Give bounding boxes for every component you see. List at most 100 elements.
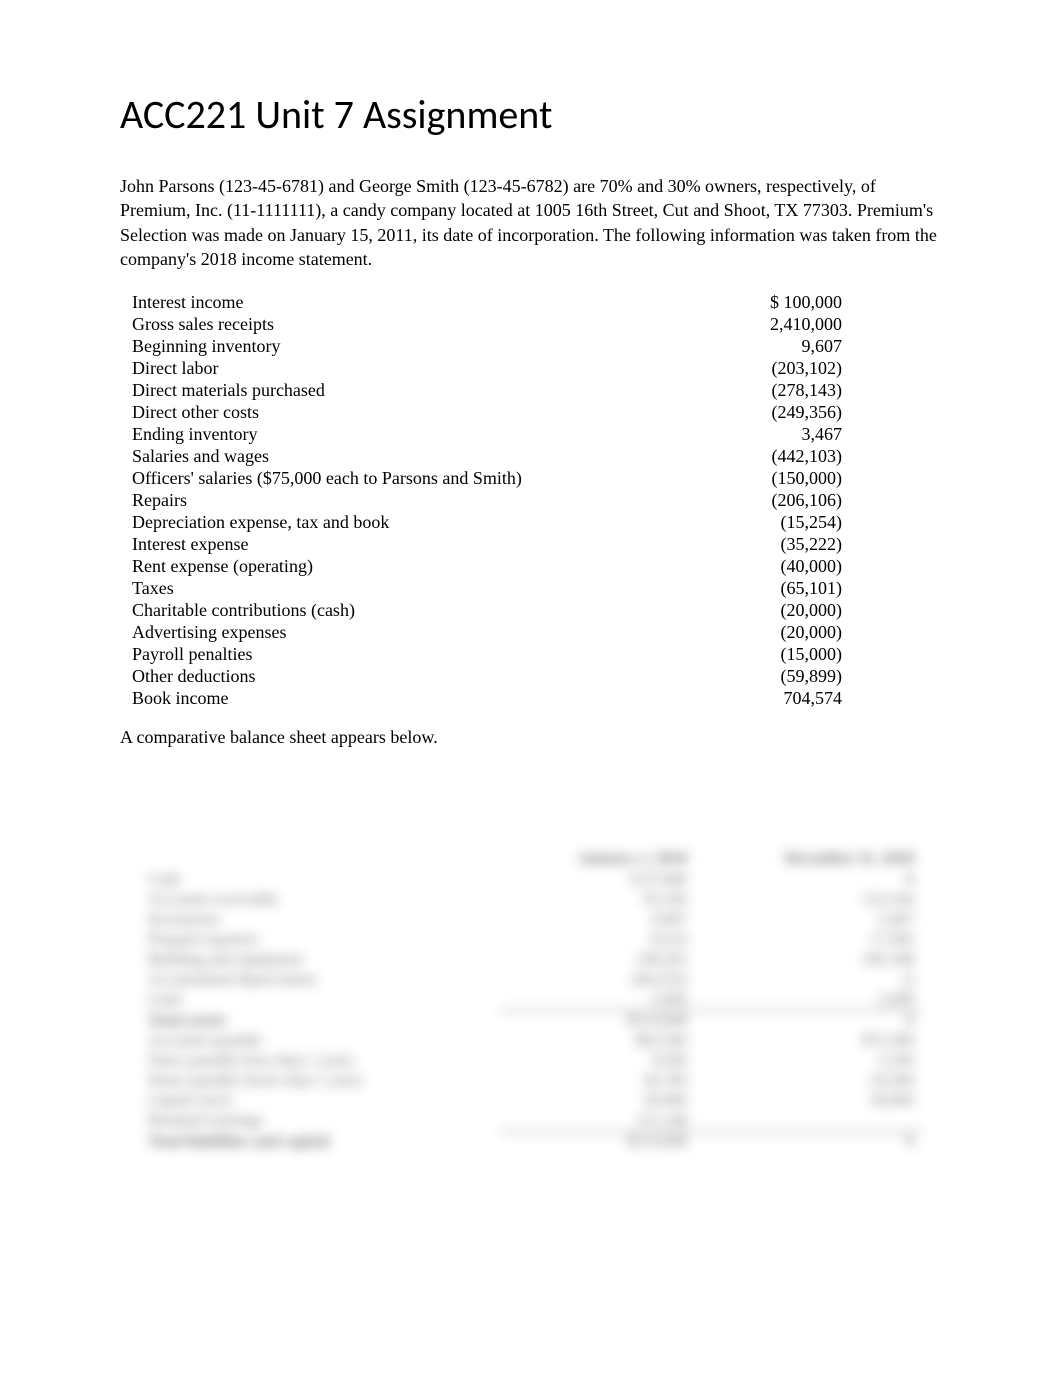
income-row-value: (249,356) [630,401,942,423]
table-row: Capital stock30,00030,000 [140,1091,922,1111]
balance-row-col2: 185,348 [695,950,922,970]
table-row: Direct other costs(249,356) [120,401,942,423]
income-row-value: (442,103) [630,445,942,467]
income-row-label: Other deductions [120,665,630,687]
balance-row-col2: 2,100 [695,1051,922,1071]
balance-row-label: Total liabilities and capital [140,1132,500,1153]
balance-row-col2: $ [695,1132,922,1153]
income-row-value: (15,254) [630,511,942,533]
balance-row-col1: $ 47,840 [500,870,696,890]
table-row: Direct materials purchased(278,143) [120,379,942,401]
income-row-label: Direct other costs [120,401,630,423]
balance-row-label: Cash [140,870,500,890]
table-row: Beginning inventory9,607 [120,335,942,357]
table-row: Gross sales receipts2,410,000 [120,313,942,335]
income-row-value: (150,000) [630,467,942,489]
balance-row-col2: () [695,970,922,990]
balance-row-label: Accounts receivable [140,890,500,910]
income-row-label: Charitable contributions (cash) [120,599,630,621]
balance-row-label: Building and equipment [140,950,500,970]
income-row-value: (65,101) [630,577,942,599]
income-row-label: Taxes [120,577,630,599]
table-row: Salaries and wages(442,103) [120,445,942,467]
balance-sheet-header: December 31, 2018 [695,848,922,870]
table-row: Accumulated depreciation(84,235)() [140,970,922,990]
income-row-label: Repairs [120,489,630,511]
balance-row-col2: $ [695,1011,922,1032]
income-row-label: Direct labor [120,357,630,379]
balance-row-col1: 4,500 [500,1051,696,1071]
balance-row-label: Total assets [140,1011,500,1032]
balance-sheet-container: January 1, 2018December 31, 2018 Cash$ 4… [120,848,942,1152]
table-row: Depreciation expense, tax and book(15,25… [120,511,942,533]
balance-row-label: Capital stock [140,1091,500,1111]
balance-row-col2: 17,582 [695,930,922,950]
table-row: Interest income$ 100,000 [120,291,942,313]
balance-row-col2: 3,467 [695,910,922,930]
table-row: Ending inventory3,467 [120,423,942,445]
balance-row-col2: 123,104 [695,890,922,910]
table-row: Land2,0002,000 [140,990,922,1011]
income-row-value: (20,000) [630,621,942,643]
income-row-value: (15,000) [630,643,942,665]
income-row-value: 3,467 [630,423,942,445]
table-row: Total liabilities and capital$214,848$ [140,1132,922,1153]
table-row: Building and equipment138,203185,348 [140,950,922,970]
income-row-value: 704,574 [630,687,942,709]
balance-row-col2 [695,1111,922,1132]
income-row-label: Advertising expenses [120,621,630,643]
balance-row-label: Retained earnings [140,1111,500,1132]
income-row-value: (278,143) [630,379,942,401]
balance-row-label: Prepaid expenses [140,930,500,950]
balance-row-col1: 2,000 [500,990,696,1011]
income-row-label: Officers' salaries ($75,000 each to Pars… [120,467,630,489]
table-row: Repairs(206,106) [120,489,942,511]
balance-row-col1: $214,848 [500,1011,696,1032]
balance-row-col1: 8,333 [500,930,696,950]
table-row: Accounts payable$42,500$72,300 [140,1031,922,1051]
table-row: Interest expense(35,222) [120,533,942,555]
income-row-label: Ending inventory [120,423,630,445]
table-row: Cash$ 47,840$ [140,870,922,890]
income-row-label: Gross sales receipts [120,313,630,335]
balance-sheet-table: January 1, 2018December 31, 2018 Cash$ 4… [140,848,922,1152]
balance-row-col1: 9,607 [500,910,696,930]
income-row-label: Depreciation expense, tax and book [120,511,630,533]
income-row-label: Beginning inventory [120,335,630,357]
balance-row-label: Inventories [140,910,500,930]
balance-sheet-header [140,848,500,870]
balance-row-label: Accumulated depreciation [140,970,500,990]
income-row-label: Interest income [120,291,630,313]
table-row: Book income704,574 [120,687,942,709]
table-row: Other deductions(59,899) [120,665,942,687]
table-row: Retained earnings111,148 [140,1111,922,1132]
income-row-label: Book income [120,687,630,709]
table-row: Rent expense (operating)(40,000) [120,555,942,577]
table-row: Total assets$214,848$ [140,1011,922,1032]
table-row: Notes payable (more than 1 year)26,70024… [140,1071,922,1091]
table-row: Payroll penalties(15,000) [120,643,942,665]
table-row: Advertising expenses(20,000) [120,621,942,643]
income-row-label: Direct materials purchased [120,379,630,401]
income-row-label: Payroll penalties [120,643,630,665]
income-row-value: $ 100,000 [630,291,942,313]
income-statement-table: Interest income$ 100,000Gross sales rece… [120,291,942,709]
balance-row-col1: $214,848 [500,1132,696,1153]
closing-paragraph: A comparative balance sheet appears belo… [120,727,942,748]
income-row-value: (40,000) [630,555,942,577]
balance-row-col1: $42,500 [500,1031,696,1051]
table-row: Charitable contributions (cash)(20,000) [120,599,942,621]
balance-row-col2: 24,300 [695,1071,922,1091]
balance-row-col1: (84,235) [500,970,696,990]
balance-row-label: Notes payable (more than 1 year) [140,1071,500,1091]
balance-row-col2: 2,000 [695,990,922,1011]
balance-row-col2: $72,300 [695,1031,922,1051]
table-row: Inventories9,6073,467 [140,910,922,930]
income-row-value: (35,222) [630,533,942,555]
balance-row-label: Accounts payable [140,1031,500,1051]
income-row-value: (206,106) [630,489,942,511]
balance-sheet-header: January 1, 2018 [500,848,696,870]
balance-row-col2: 30,000 [695,1091,922,1111]
income-row-label: Interest expense [120,533,630,555]
table-row: Officers' salaries ($75,000 each to Pars… [120,467,942,489]
